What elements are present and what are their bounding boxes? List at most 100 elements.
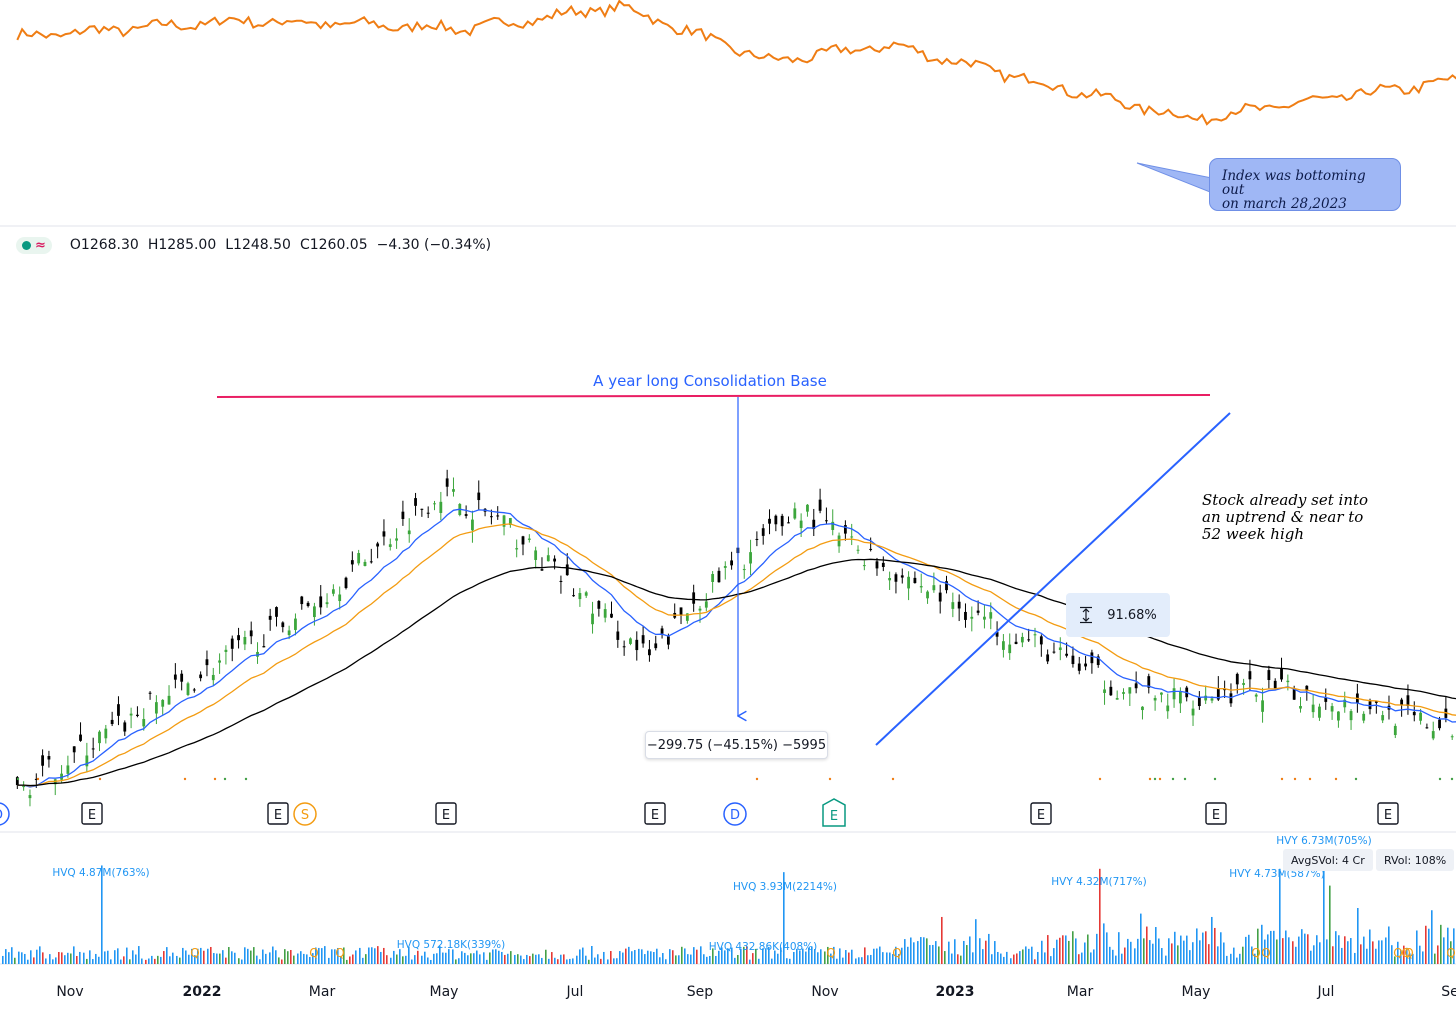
volume-bar [436, 953, 438, 964]
candle [1261, 687, 1264, 723]
volume-bar [424, 951, 426, 964]
event-marker-e[interactable]: E [822, 798, 846, 827]
ema-slow-line [17, 558, 1456, 787]
event-marker-e[interactable]: E [81, 802, 103, 825]
candle [584, 590, 588, 598]
x-tick-label: Mar [1067, 984, 1094, 1000]
volume-bar [39, 946, 41, 964]
volume-bar [653, 952, 655, 964]
signal-dot [1280, 777, 1284, 781]
candle [831, 509, 835, 536]
volume-bar [1096, 933, 1098, 964]
volume-bar [1279, 868, 1281, 964]
consolidation-label[interactable]: A year long Consolidation Base [593, 372, 827, 390]
volume-bar [1068, 940, 1070, 964]
candle [363, 559, 367, 567]
volume-bar [1425, 925, 1427, 964]
volume-bar [129, 959, 131, 964]
volume-bar [225, 957, 227, 964]
volume-bar [545, 949, 547, 964]
volume-bar [855, 958, 857, 964]
candle [1141, 706, 1144, 720]
candle [622, 640, 626, 656]
stock-note[interactable]: Stock already set into an uptrend & near… [1202, 492, 1392, 543]
volume-bar [957, 954, 959, 964]
volume-bar [411, 959, 413, 964]
volume-bar [585, 955, 587, 964]
event-marker-e[interactable]: E [1377, 802, 1399, 825]
volume-bar [758, 958, 760, 964]
volume-bar [706, 956, 708, 964]
time-axis[interactable]: Nov 2022 Mar May Jul Sep Nov 2023 Mar May Jul Se [56, 984, 1456, 1000]
volume-bar [504, 954, 506, 964]
series-status-pill[interactable]: ≈ [16, 236, 52, 254]
volume-bar [647, 950, 649, 964]
candle [1349, 709, 1353, 730]
event-marker-e[interactable]: E [1205, 802, 1227, 825]
volume-bar [650, 951, 652, 964]
event-marker-d[interactable]: D [723, 802, 747, 826]
volume-bar [672, 950, 674, 964]
volume-bar [489, 952, 491, 964]
signal-dot [1171, 777, 1175, 781]
candle [1229, 683, 1233, 707]
volume-bar [541, 957, 543, 964]
candle [660, 625, 664, 639]
volume-bar [470, 953, 472, 964]
volume-bar [439, 946, 441, 964]
volume-bar [1319, 942, 1321, 964]
volume-bar [188, 954, 190, 964]
candle [1425, 723, 1429, 729]
volume-bar [514, 954, 516, 964]
volume-bar [1199, 940, 1201, 964]
range-percent: 91.68% [1107, 607, 1157, 623]
volume-bar [703, 954, 705, 964]
event-marker-s[interactable]: S [293, 802, 317, 826]
volume-bar [21, 952, 23, 964]
measure-result-tag[interactable]: −299.75 (−45.15%) −5995 [645, 731, 828, 759]
volume-bar [684, 948, 686, 964]
volume-bar [1124, 947, 1126, 964]
volume-bar [1270, 930, 1272, 964]
volume-bar [820, 949, 822, 964]
volume-bar [1031, 946, 1033, 964]
volume-bar [135, 954, 137, 964]
candle [648, 639, 651, 662]
candle [926, 590, 929, 604]
index-callout[interactable]: Index was bottoming out on march 28,2023 [1209, 158, 1401, 211]
volume-bar [1264, 939, 1266, 964]
candle [388, 538, 392, 551]
event-marker-e[interactable]: E [267, 802, 289, 825]
volume-bar [2, 955, 4, 964]
volume-bar [1450, 941, 1452, 964]
price-range-tag[interactable]: 91.68% [1066, 593, 1170, 637]
event-marker-e[interactable]: E [644, 802, 666, 825]
signal-dot [1098, 777, 1102, 781]
volume-bar [858, 957, 860, 964]
event-marker-d[interactable]: D [0, 802, 10, 826]
stock-note-line-2: an uptrend & near to [1202, 508, 1364, 526]
resistance-line[interactable] [216, 394, 1211, 398]
event-marker-e[interactable]: E [435, 802, 457, 825]
volume-bar [337, 947, 339, 964]
volume-bar [510, 951, 512, 964]
volume-bar [52, 959, 54, 964]
volume-bar [380, 951, 382, 964]
signal-dot [1354, 777, 1358, 781]
volume-bar [1056, 939, 1058, 964]
candle [91, 737, 95, 759]
candle [888, 571, 892, 591]
uptrend-line[interactable] [875, 412, 1231, 746]
candle [1077, 656, 1081, 675]
volume-bar [445, 952, 447, 964]
volume-bar [1261, 924, 1263, 964]
volume-bar [904, 939, 906, 964]
volume-bar [1292, 941, 1294, 964]
volume-bar [1143, 938, 1145, 964]
volume-bar [64, 955, 66, 964]
candle [471, 510, 474, 543]
event-marker-e[interactable]: E [1030, 802, 1052, 825]
candle [970, 606, 974, 632]
signal-dot [1293, 777, 1297, 781]
